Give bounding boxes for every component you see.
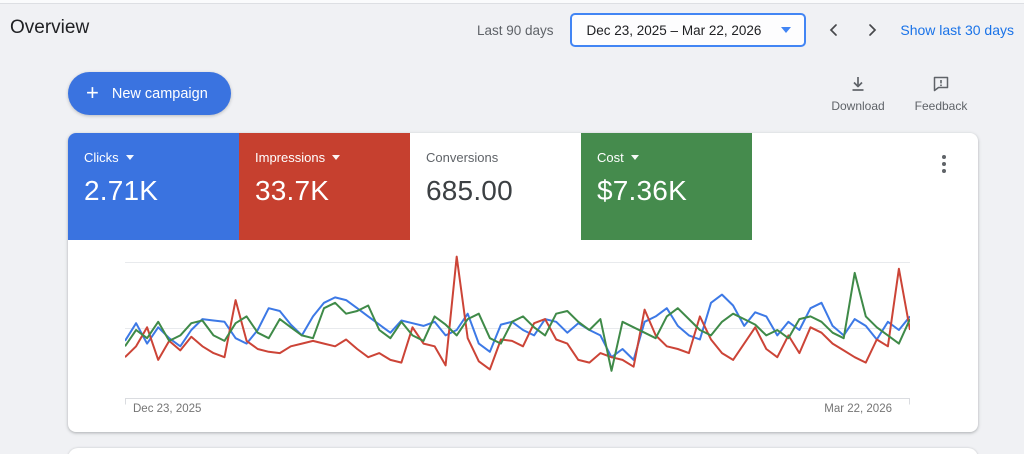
metric-value: 2.71K bbox=[84, 175, 223, 207]
page-title: Overview bbox=[10, 17, 89, 39]
date-range-value: Dec 23, 2025 – Mar 22, 2026 bbox=[587, 23, 762, 38]
metric-dropdown-icon bbox=[631, 155, 639, 160]
chart-line-cost bbox=[125, 273, 910, 371]
metric-value: 33.7K bbox=[255, 175, 394, 207]
metric-strip: Clicks 2.71K Impressions 33.7K Conversio… bbox=[68, 133, 978, 240]
x-axis-end-label: Mar 22, 2026 bbox=[824, 403, 892, 415]
download-label: Download bbox=[831, 99, 884, 113]
metric-label: Conversions bbox=[426, 150, 498, 165]
metric-value: $7.36K bbox=[597, 175, 736, 207]
metric-label: Cost bbox=[597, 150, 624, 165]
feedback-button[interactable]: Feedback bbox=[909, 74, 973, 113]
more-vert-icon bbox=[942, 155, 946, 159]
performance-chart-region: Dec 23, 2025 Mar 22, 2026 bbox=[68, 240, 978, 432]
range-hint-label: Last 90 days bbox=[477, 23, 554, 38]
show-last-30-days-link[interactable]: Show last 30 days bbox=[900, 22, 1014, 38]
metric-label: Impressions bbox=[255, 150, 325, 165]
download-icon bbox=[848, 74, 868, 94]
previous-period-button[interactable] bbox=[822, 18, 846, 42]
metric-card-clicks[interactable]: Clicks 2.71K bbox=[68, 133, 239, 240]
next-period-button[interactable] bbox=[860, 18, 884, 42]
more-options-button[interactable] bbox=[932, 150, 956, 178]
metric-card-impressions[interactable]: Impressions 33.7K bbox=[239, 133, 410, 240]
new-campaign-button[interactable]: + New campaign bbox=[68, 72, 231, 115]
plus-icon: + bbox=[86, 82, 99, 104]
metric-dropdown-icon bbox=[332, 155, 340, 160]
x-axis-start-label: Dec 23, 2025 bbox=[133, 403, 201, 415]
overview-card: Clicks 2.71K Impressions 33.7K Conversio… bbox=[68, 133, 978, 432]
date-range-selector[interactable]: Dec 23, 2025 – Mar 22, 2026 bbox=[570, 13, 807, 47]
metric-card-conversions[interactable]: Conversions 685.00 bbox=[410, 133, 581, 240]
download-button[interactable]: Download bbox=[826, 74, 890, 113]
metric-value: 685.00 bbox=[426, 175, 565, 207]
next-section-card-edge bbox=[68, 448, 978, 454]
top-divider bbox=[0, 0, 1024, 4]
metric-dropdown-icon bbox=[126, 155, 134, 160]
feedback-icon bbox=[931, 74, 951, 94]
overview-chart bbox=[125, 253, 910, 405]
chevron-left-icon bbox=[827, 23, 841, 37]
card-actions: Download Feedback bbox=[826, 74, 973, 113]
date-controls: Last 90 days Dec 23, 2025 – Mar 22, 2026… bbox=[477, 13, 1014, 47]
chart-line-impressions bbox=[125, 257, 910, 370]
metric-card-cost[interactable]: Cost $7.36K bbox=[581, 133, 752, 240]
chevron-down-icon bbox=[781, 27, 791, 33]
metric-label: Clicks bbox=[84, 150, 119, 165]
chevron-right-icon bbox=[865, 23, 879, 37]
new-campaign-label: New campaign bbox=[112, 86, 208, 102]
feedback-label: Feedback bbox=[915, 99, 968, 113]
